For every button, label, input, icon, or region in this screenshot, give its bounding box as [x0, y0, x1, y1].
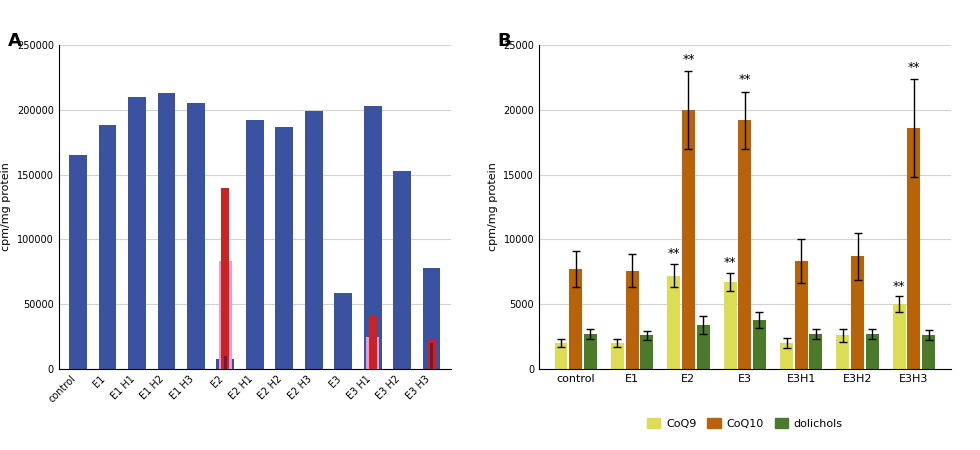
Y-axis label: cpm/mg protein: cpm/mg protein: [488, 162, 498, 252]
Bar: [738, 120, 752, 369]
Text: **: **: [907, 60, 920, 73]
Bar: [795, 261, 808, 369]
Bar: [667, 276, 680, 369]
Bar: [753, 320, 766, 369]
Bar: [907, 128, 920, 369]
Bar: [219, 261, 232, 369]
Bar: [697, 325, 710, 369]
Text: **: **: [682, 53, 695, 66]
Bar: [334, 292, 352, 369]
Bar: [682, 110, 695, 369]
Bar: [584, 334, 597, 369]
Bar: [836, 335, 850, 369]
Bar: [364, 106, 381, 369]
Bar: [851, 256, 864, 369]
Bar: [611, 343, 624, 369]
Bar: [427, 341, 436, 369]
Bar: [893, 304, 906, 369]
Bar: [368, 315, 377, 369]
Text: **: **: [724, 256, 736, 269]
Text: B: B: [498, 32, 512, 50]
Bar: [70, 155, 87, 369]
Bar: [555, 343, 567, 369]
Bar: [430, 343, 433, 369]
Bar: [99, 126, 117, 369]
Bar: [305, 111, 322, 369]
Y-axis label: cpm/mg protein: cpm/mg protein: [1, 162, 12, 252]
Bar: [158, 93, 175, 369]
Bar: [922, 335, 935, 369]
Bar: [569, 269, 582, 369]
Text: **: **: [739, 73, 751, 86]
Bar: [246, 120, 264, 369]
Bar: [809, 334, 822, 369]
Bar: [780, 343, 793, 369]
Bar: [128, 97, 146, 369]
Bar: [217, 359, 234, 369]
Bar: [640, 335, 654, 369]
Bar: [422, 268, 440, 369]
Bar: [223, 356, 227, 369]
Legend: CoQ9, CoQ10, dolichols: CoQ9, CoQ10, dolichols: [643, 414, 847, 433]
Text: A: A: [8, 32, 22, 50]
Bar: [275, 126, 293, 369]
Bar: [221, 188, 229, 369]
Text: **: **: [893, 279, 906, 292]
Bar: [187, 104, 205, 369]
Bar: [865, 334, 879, 369]
Bar: [625, 270, 639, 369]
Bar: [723, 282, 737, 369]
Bar: [367, 337, 379, 369]
Text: **: **: [667, 247, 680, 260]
Bar: [393, 171, 411, 369]
